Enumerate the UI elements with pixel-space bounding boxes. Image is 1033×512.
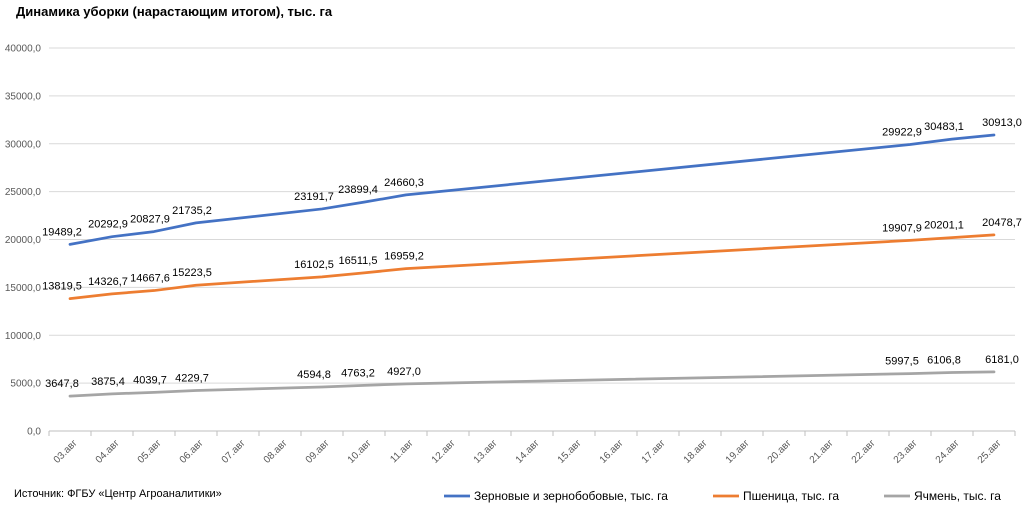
x-tick-label: 08.авг bbox=[262, 438, 290, 466]
axes: 0,0 5000,0 10000,0 15000,0 20000,0 25000,0 300… bbox=[5, 44, 1016, 466]
series-lines bbox=[68, 133, 996, 398]
data-label: 4927,0 bbox=[387, 366, 421, 378]
x-tick-label: 10.авг bbox=[346, 438, 374, 466]
data-label: 16511,5 bbox=[339, 255, 378, 267]
data-label: 19489,2 bbox=[42, 226, 82, 238]
x-tick-label: 23.авг bbox=[892, 438, 920, 466]
data-label: 30483,1 bbox=[924, 121, 964, 133]
y-tick-label: 40000,0 bbox=[5, 44, 42, 55]
x-tick-label: 06.авг bbox=[178, 438, 206, 466]
data-label: 20478,7 bbox=[982, 217, 1022, 229]
data-label: 6106,8 bbox=[927, 355, 961, 367]
x-tick-label: 09.авг bbox=[304, 438, 332, 466]
legend-entry: Ячмень, тыс. га bbox=[914, 489, 1001, 503]
data-label: 3647,8 bbox=[45, 378, 79, 390]
series-line bbox=[68, 133, 996, 246]
x-tick-label: 03.авг bbox=[52, 438, 80, 466]
data-label: 20292,9 bbox=[88, 219, 128, 231]
data-label: 24660,3 bbox=[384, 177, 424, 189]
x-tick-label: 21.авг bbox=[808, 438, 836, 466]
legend: Зерновые и зернобобовые, тыс. га Пшеница,… bbox=[444, 489, 1001, 503]
legend-entry: Пшеница, тыс. га bbox=[743, 489, 839, 503]
y-tick-label: 0,0 bbox=[27, 427, 41, 438]
data-label: 5997,5 bbox=[885, 356, 919, 368]
source-note: Источник: ФГБУ «Центр Агроаналитики» bbox=[14, 488, 222, 500]
x-tick-label: 17.авг bbox=[640, 438, 668, 466]
chart-title: Динамика уборки (нарастающим итогом), ты… bbox=[16, 4, 333, 19]
x-tick-label: 11.авг bbox=[388, 438, 416, 466]
data-label: 4763,2 bbox=[341, 367, 375, 379]
x-tick-label: 25.авг bbox=[976, 438, 1004, 466]
data-label: 20827,9 bbox=[130, 214, 170, 226]
y-tick-label: 5000,0 bbox=[10, 379, 41, 390]
data-label: 4229,7 bbox=[175, 373, 209, 385]
data-label: 4039,7 bbox=[133, 374, 167, 386]
data-label: 23899,4 bbox=[338, 184, 378, 196]
y-tick-label: 20000,0 bbox=[5, 235, 42, 246]
data-label: 19907,9 bbox=[882, 222, 922, 234]
data-label: 14326,7 bbox=[88, 276, 128, 288]
legend-entry: Зерновые и зернобобовые, тыс. га bbox=[474, 489, 668, 503]
data-label: 14667,6 bbox=[130, 273, 170, 285]
x-tick-label: 22.авг bbox=[850, 438, 878, 466]
series-line bbox=[68, 233, 996, 301]
data-label: 21735,2 bbox=[172, 205, 212, 217]
x-tick-label: 16.авг bbox=[598, 438, 626, 466]
x-tick-label: 18.авг bbox=[682, 438, 710, 466]
x-tick-label: 12.авг bbox=[430, 438, 458, 466]
data-label: 16959,2 bbox=[384, 251, 424, 263]
x-tick-label: 15.авг bbox=[556, 438, 584, 466]
x-tick-label: 07.авг bbox=[220, 438, 248, 466]
data-label: 4594,8 bbox=[297, 369, 331, 381]
x-tick-label: 04.авг bbox=[94, 438, 122, 466]
data-label: 6181,0 bbox=[985, 354, 1019, 366]
y-tick-label: 10000,0 bbox=[5, 331, 42, 342]
x-tick-label: 05.авг bbox=[136, 438, 164, 466]
data-label: 16102,5 bbox=[294, 259, 334, 271]
x-tick-label: 13.авг bbox=[472, 438, 500, 466]
data-label: 13819,5 bbox=[42, 281, 82, 293]
data-label: 30913,0 bbox=[982, 117, 1022, 129]
y-tick-label: 35000,0 bbox=[5, 91, 42, 102]
x-tick-label: 19.авг bbox=[724, 438, 752, 466]
x-tick-label: 14.авг bbox=[514, 438, 542, 466]
grid-lines bbox=[49, 47, 1015, 432]
series-line bbox=[68, 370, 996, 398]
y-tick-label: 25000,0 bbox=[5, 187, 42, 198]
x-tick-label: 20.авг bbox=[766, 438, 794, 466]
data-label: 15223,5 bbox=[172, 267, 212, 279]
data-label: 20201,1 bbox=[924, 220, 964, 232]
data-label: 3875,4 bbox=[91, 376, 125, 388]
data-label: 23191,7 bbox=[294, 191, 334, 203]
x-tick-label: 24.авг bbox=[934, 438, 962, 466]
y-tick-label: 30000,0 bbox=[5, 139, 42, 150]
y-tick-label: 15000,0 bbox=[5, 283, 42, 294]
data-label: 29922,9 bbox=[882, 126, 922, 138]
